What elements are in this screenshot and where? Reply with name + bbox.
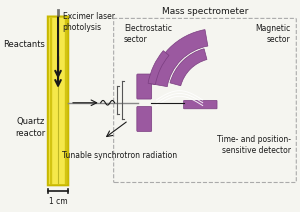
Text: Time- and position-
sensitive detector: Time- and position- sensitive detector — [217, 135, 291, 155]
FancyBboxPatch shape — [137, 74, 152, 99]
Text: Quartz
reactor: Quartz reactor — [15, 117, 45, 138]
Text: Magnetic
sector: Magnetic sector — [256, 24, 291, 44]
Text: Electrostatic
sector: Electrostatic sector — [124, 24, 172, 44]
Text: Mass spectrometer: Mass spectrometer — [162, 7, 248, 16]
FancyBboxPatch shape — [48, 17, 68, 185]
FancyBboxPatch shape — [137, 106, 152, 131]
Wedge shape — [170, 49, 207, 86]
Wedge shape — [148, 51, 169, 85]
FancyBboxPatch shape — [184, 100, 217, 109]
Text: Tunable synchrotron radiation: Tunable synchrotron radiation — [62, 151, 177, 160]
Wedge shape — [151, 30, 208, 87]
Text: Reactants: Reactants — [3, 40, 45, 49]
Text: 1 cm: 1 cm — [49, 197, 67, 206]
Text: Excimer laser
photolysis: Excimer laser photolysis — [63, 12, 115, 32]
